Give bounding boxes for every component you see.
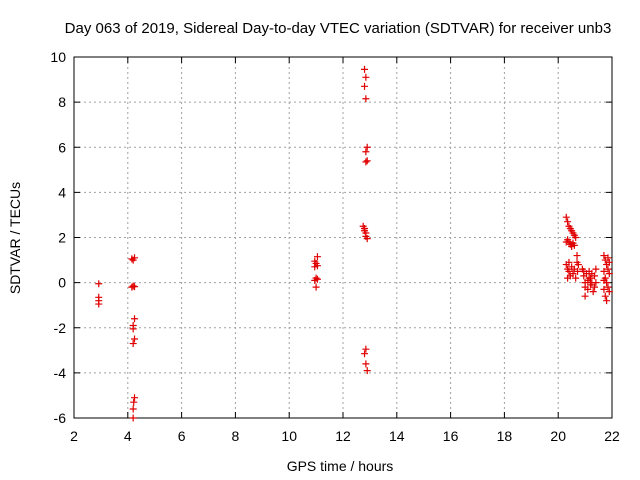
data-point — [131, 335, 139, 343]
data-point — [362, 360, 370, 368]
data-point — [600, 267, 608, 275]
data-point — [129, 405, 137, 413]
x-tick-label: 18 — [497, 428, 513, 444]
data-point — [585, 274, 593, 282]
data-point — [311, 276, 319, 284]
data-point — [604, 265, 612, 273]
data-point — [581, 292, 589, 300]
data-point — [600, 276, 608, 284]
data-point — [584, 285, 592, 293]
x-tick-label: 2 — [70, 428, 78, 444]
data-point — [362, 73, 370, 81]
data-point — [603, 297, 611, 305]
data-point — [361, 350, 369, 358]
y-tick-label: 10 — [50, 49, 66, 65]
data-point — [569, 270, 577, 278]
data-point — [574, 261, 582, 269]
data-point — [362, 158, 370, 166]
data-point — [592, 265, 600, 273]
data-point — [363, 367, 371, 375]
x-tick-label: 8 — [232, 428, 240, 444]
data-point — [574, 267, 582, 275]
data-point — [565, 267, 573, 275]
x-tick-labels: 2 4 6 8 10 12 14 16 18 20 22 — [70, 428, 620, 444]
data-point — [131, 315, 139, 323]
data-point — [363, 157, 371, 165]
data-point — [361, 224, 369, 232]
data-point — [131, 283, 139, 291]
data-point — [565, 258, 573, 266]
data-point — [605, 258, 613, 266]
data-point — [564, 218, 572, 226]
y-tick-label: -4 — [54, 365, 67, 381]
y-axis-label: SDTVAR / TECUs — [7, 182, 23, 294]
data-point — [605, 288, 613, 296]
data-point — [129, 325, 137, 333]
y-tick-label: 0 — [58, 275, 66, 291]
x-tick-label: 14 — [389, 428, 405, 444]
data-point — [361, 65, 369, 73]
data-point — [562, 213, 570, 221]
data-point — [604, 254, 612, 262]
data-point — [589, 288, 597, 296]
data-point — [564, 236, 572, 244]
x-axis-label: GPS time / hours — [287, 458, 394, 474]
data-point — [131, 394, 139, 402]
data-point — [573, 252, 581, 260]
x-tick-label: 10 — [281, 428, 297, 444]
data-point — [363, 143, 371, 151]
data-point — [564, 274, 572, 282]
data-point — [600, 285, 608, 293]
x-tick-label: 4 — [124, 428, 132, 444]
data-point — [605, 270, 613, 278]
data-point — [362, 148, 370, 156]
data-point — [362, 95, 370, 103]
data-point — [591, 283, 599, 291]
data-point — [604, 283, 612, 291]
x-tick-label: 6 — [178, 428, 186, 444]
data-point — [313, 253, 321, 261]
y-tick-label: -2 — [54, 320, 67, 336]
data-point — [572, 234, 580, 241]
data-point — [95, 300, 103, 308]
data-point — [95, 280, 103, 288]
y-tick-label: 4 — [58, 184, 66, 200]
y-tick-labels: -6 -4 -2 0 2 4 6 8 10 — [50, 49, 66, 426]
data-point — [130, 398, 138, 406]
data-point — [580, 267, 588, 275]
data-point — [312, 283, 320, 291]
data-point — [592, 279, 600, 287]
data-series-sdtvar — [95, 65, 613, 422]
data-point — [363, 235, 371, 243]
axis-ticks — [73, 56, 613, 419]
grid-lines — [74, 57, 612, 418]
x-tick-label: 12 — [335, 428, 351, 444]
data-point — [362, 345, 370, 353]
data-point — [570, 241, 578, 249]
x-tick-label: 20 — [550, 428, 566, 444]
data-point — [601, 292, 609, 300]
data-point — [129, 282, 137, 290]
data-point — [313, 262, 321, 270]
y-tick-label: 2 — [58, 230, 66, 246]
chart-title: Day 063 of 2019, Sidereal Day-to-day VTE… — [65, 20, 612, 37]
data-point — [588, 270, 596, 278]
y-tick-label: 6 — [58, 139, 66, 155]
data-point — [572, 274, 580, 282]
y-tick-label: -6 — [54, 410, 67, 426]
x-tick-label: 16 — [443, 428, 459, 444]
data-point — [131, 254, 139, 262]
data-point — [361, 82, 369, 90]
y-tick-label: 8 — [58, 94, 66, 110]
data-point — [129, 414, 137, 422]
x-tick-label: 22 — [604, 428, 620, 444]
data-point — [600, 252, 608, 260]
data-point — [129, 340, 137, 348]
